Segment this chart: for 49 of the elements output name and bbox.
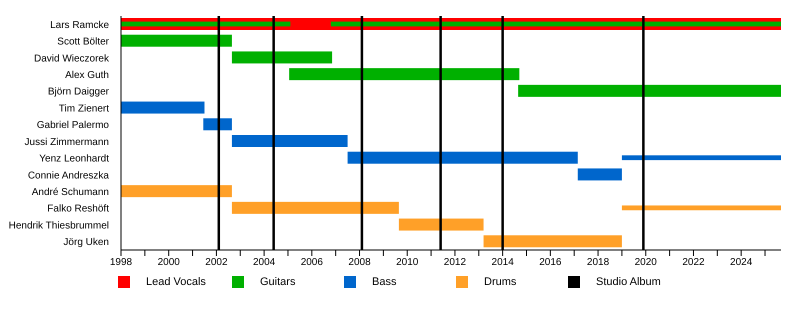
- x-tick-label: 2018: [586, 257, 610, 268]
- y-tick-label: Gabriel Palermo: [36, 120, 110, 132]
- bar: [484, 235, 622, 248]
- bar: [330, 22, 781, 26]
- y-tick-label: Falko Reshöft: [47, 204, 110, 215]
- x-tick-label: 2012: [444, 257, 466, 268]
- legend-label: Guitars: [260, 276, 296, 288]
- y-tick-label: Scott Bölter: [57, 36, 110, 48]
- x-tick-label: 2000: [158, 257, 180, 268]
- x-tick-label: 2020: [634, 257, 658, 268]
- x-tick-label: 2004: [252, 257, 276, 268]
- x-tick-label: 2022: [682, 257, 706, 268]
- y-tick-label: Hendrik Thiesbrummel: [8, 220, 109, 232]
- y-tick-label: Alex Guth: [65, 70, 109, 81]
- bar: [121, 102, 204, 114]
- legend-label: Drums: [484, 276, 516, 288]
- bar: [578, 168, 622, 180]
- legend-label: Lead Vocals: [146, 276, 206, 288]
- bar: [232, 135, 348, 147]
- bar: [518, 84, 781, 97]
- y-tick-label: Yenz Leonhardt: [39, 154, 110, 165]
- bar: [232, 202, 399, 214]
- bar: [203, 118, 232, 130]
- bar: [289, 68, 520, 80]
- y-tick-label: Jörg Uken: [63, 237, 109, 248]
- x-tick-label: 1998: [110, 257, 133, 268]
- y-tick-label: Lars Ramcke: [50, 20, 110, 31]
- bar: [121, 34, 232, 47]
- bar: [622, 205, 781, 210]
- legend-label: Bass: [372, 276, 396, 288]
- y-tick-label: Jussi Zimmermann: [24, 136, 109, 148]
- y-tick-label: Tim Zienert: [58, 103, 110, 114]
- x-tick-label: 2014: [492, 257, 514, 268]
- x-tick-label: 2006: [300, 257, 324, 268]
- y-tick-label: David Wieczorek: [34, 53, 110, 64]
- x-tick-label: 2010: [396, 257, 419, 268]
- x-tick-label: 2024: [730, 257, 753, 268]
- y-tick-label: Björn Daigger: [48, 86, 110, 98]
- legend-label: Studio Album: [596, 276, 661, 288]
- bar: [622, 155, 781, 160]
- x-tick-label: 2002: [205, 257, 228, 268]
- x-tick-label: 2016: [539, 257, 562, 268]
- y-tick-label: André Schumann: [32, 187, 109, 198]
- bar: [121, 185, 232, 198]
- x-tick-label: 2008: [348, 257, 372, 268]
- bar: [348, 152, 578, 164]
- y-tick-label: Connie Andreszka: [28, 170, 110, 182]
- bar: [398, 218, 484, 231]
- bar: [232, 51, 332, 64]
